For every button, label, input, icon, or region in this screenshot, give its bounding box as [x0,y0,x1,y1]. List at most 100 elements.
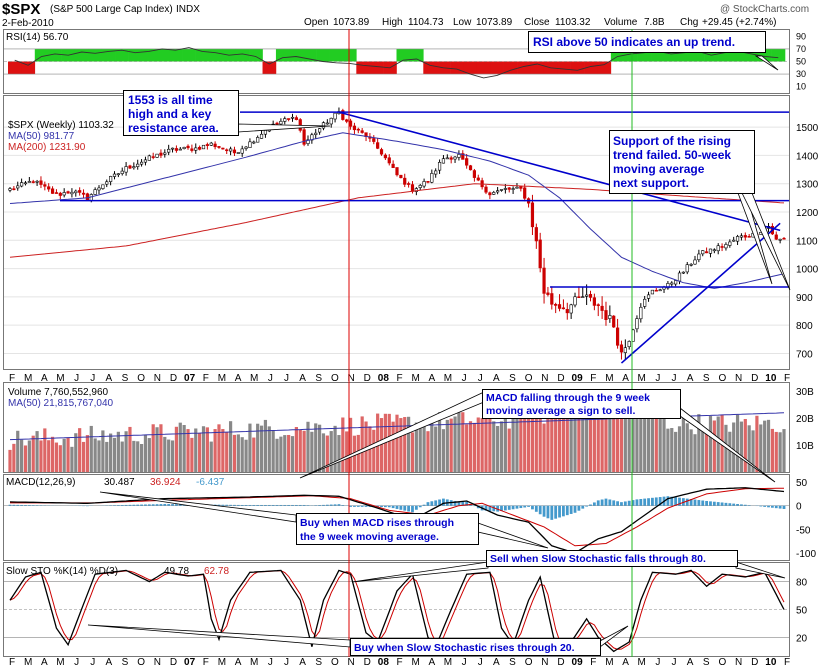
macd-histogram-bar [585,506,588,507]
macd-histogram-bar [140,505,143,506]
candle-body [566,309,569,312]
volume-bar [291,436,294,472]
volume-bar [24,445,27,472]
volume-bar [210,442,213,472]
volume-tick-label: 30B [796,387,814,398]
candle-body [686,265,689,272]
volume-bar [666,429,669,472]
candle-body [628,341,631,346]
candle-body [16,186,19,188]
candle-body [71,192,74,194]
candle-body [659,290,662,291]
macd-histogram-bar [655,497,658,505]
x-tick-label: N [541,373,548,384]
macd-histogram-bar [287,505,290,506]
candle-body [152,157,155,158]
x-tick-label: M [638,373,646,384]
x-tick-label-bottom: J [462,657,467,666]
candle-body [512,189,515,190]
candle-body [260,134,263,138]
macd-histogram-bar [349,506,352,507]
volume-bar [639,413,642,472]
rsi-bull-zone [330,49,344,62]
macd-histogram-bar [628,501,631,506]
candle-body [349,121,352,126]
volume-bar [469,421,472,472]
candle-body [222,148,225,149]
volume-bar [407,417,410,472]
macd-histogram-bar [330,505,333,506]
candle-body [477,178,480,180]
volume-bar [585,415,588,472]
volume-bar [94,438,97,472]
candle-body [164,153,167,154]
x-tick-label: S [315,373,322,384]
volume-value: 7.8B [644,17,665,28]
candle-body [129,166,132,168]
macd-histogram-bar [713,502,716,506]
volume-bar [163,437,166,472]
support-line-4: next support. [613,176,689,190]
macd-histogram-bar [167,504,170,506]
symbol: $SPX [2,1,40,18]
volume-bar [670,428,673,472]
volume-bar [8,450,11,472]
macd-histogram-bar [322,505,325,506]
x-tick-label: M [56,373,64,384]
candle-body [241,149,244,153]
candle-body [133,167,136,168]
candle-body [229,149,232,151]
candle-body [539,240,542,268]
macd-histogram-bar [535,506,538,512]
candle-body [380,149,383,154]
candle-body [748,236,751,237]
x-tick-label-bottom: M [24,657,32,666]
volume-bar [422,420,425,472]
volume-bar [392,422,395,472]
volume-bar [275,439,278,472]
volume-bar [411,432,414,472]
x-tick-label: M [605,373,613,384]
volume-bar [279,437,282,472]
candle-body [458,154,461,157]
macd-legend-prefix: MACD(12,26,9) [6,477,75,488]
volume-bar [12,444,15,472]
candle-body [28,181,31,182]
volume-bar [457,411,460,472]
volume-bar [465,424,468,472]
rsi-tick-label: 30 [796,69,806,79]
sto-legend-k: 49.78 [164,566,189,577]
macd-tick-label: 50 [796,478,808,489]
macd-histogram-bar [430,501,433,505]
x-tick-label-bottom: J [671,657,676,666]
macd-histogram-bar [725,503,728,506]
candle-body [372,138,375,141]
price-tick-label: 700 [796,349,813,360]
x-tick-label-bottom: J [478,657,483,666]
macd-histogram-bar [605,499,608,506]
low-label: Low [453,17,472,28]
macd-histogram-bar [396,506,399,509]
candle-body [160,153,163,155]
candle-body [713,250,716,251]
macd-histogram-bar [589,505,592,506]
candle-body [167,149,170,152]
chg-label: Chg [680,17,698,28]
macd-histogram-bar [759,506,762,507]
low-value: 1073.89 [476,17,513,28]
candle-body [214,144,217,147]
macd-histogram-bar [574,506,577,513]
candle-body [44,185,47,187]
volume-bar [736,415,739,472]
macd-histogram-bar [221,505,224,506]
candle-body [589,294,592,297]
x-tick-label-bottom: M [638,657,646,666]
macd-histogram-bar [353,506,356,507]
candle-body [175,148,178,150]
x-tick-label: 08 [378,373,390,384]
volume-bar [268,426,271,472]
volume-bar [159,424,162,472]
macd-histogram-bar [411,506,414,513]
candle-body [705,252,708,253]
macd-histogram-bar [570,506,573,514]
